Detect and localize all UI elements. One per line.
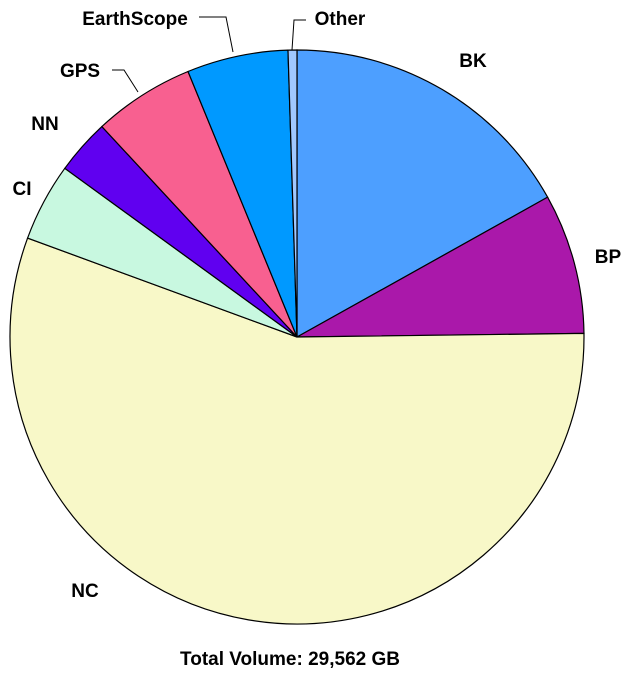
slice-label: CI: [13, 179, 32, 200]
chart-title: Total Volume: 29,562 GB: [180, 649, 400, 670]
leader-line: [112, 69, 139, 93]
slice-label: Other: [315, 9, 366, 30]
pie: [9, 49, 585, 625]
slice-label: NC: [71, 581, 99, 602]
pie-slice: [9, 237, 585, 625]
leader-line: [199, 16, 234, 53]
slice-label: NN: [31, 114, 58, 135]
pie-slice: [296, 49, 549, 339]
slice-label: EarthScope: [82, 9, 188, 30]
leader-line: [291, 19, 306, 51]
slice-label: GPS: [60, 61, 100, 82]
slice-label: BP: [595, 247, 622, 268]
slice-label: BK: [459, 51, 487, 72]
pie-slice: [287, 49, 298, 338]
pie-slice: [296, 196, 585, 338]
